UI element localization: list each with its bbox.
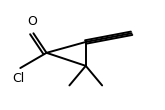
Text: Cl: Cl [13, 72, 25, 85]
Text: O: O [28, 15, 37, 28]
